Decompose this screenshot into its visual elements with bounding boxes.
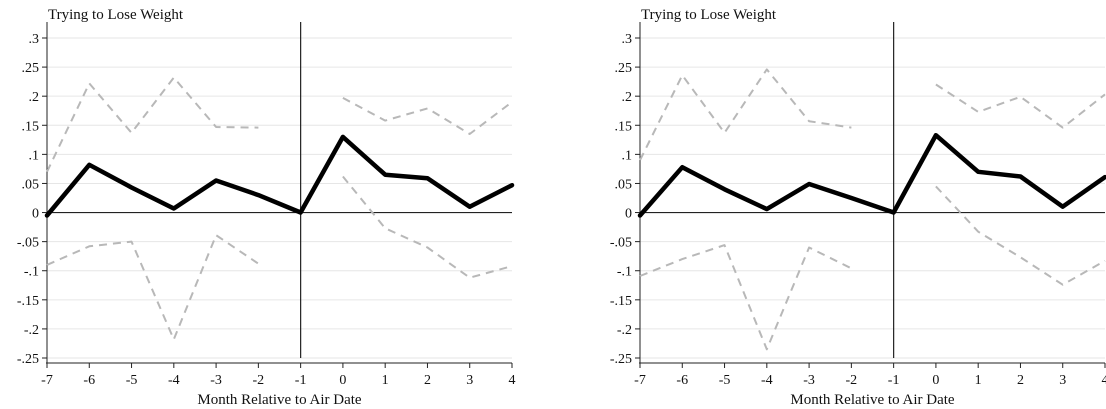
chart-panel-2: .3 .25 .2 .15 .1 .05 0 -.05 -.1 -.15 -.2 -.25-7 -6 -5… bbox=[610, 7, 1106, 408]
y-tick-label: -.05 bbox=[17, 236, 39, 251]
y-tick-label: 0 bbox=[625, 207, 632, 222]
x-tick-label: -2 bbox=[846, 373, 858, 388]
y-tick-label: .15 bbox=[615, 119, 633, 134]
x-tick-label: -7 bbox=[41, 373, 53, 388]
y-tick-label: .15 bbox=[22, 119, 40, 134]
x-tick-label: 3 bbox=[1059, 373, 1066, 388]
upper-ci-line bbox=[46, 76, 259, 173]
lower-ci-line bbox=[935, 185, 1106, 286]
x-tick-label: -5 bbox=[719, 373, 731, 388]
y-tick-label: -.15 bbox=[610, 294, 632, 309]
x-tick-label: -6 bbox=[676, 373, 688, 388]
x-axis-label: Month Relative to Air Date bbox=[197, 392, 361, 408]
y-tick-label: .25 bbox=[615, 61, 633, 76]
upper-ci-line bbox=[639, 68, 852, 161]
y-tick-label: -.1 bbox=[617, 265, 632, 280]
y-tick-label: -.2 bbox=[617, 323, 632, 338]
y-tick-label: 0 bbox=[32, 207, 39, 222]
x-tick-label: 4 bbox=[1102, 373, 1106, 388]
x-tick-label: -7 bbox=[634, 373, 646, 388]
y-tick-label: -.05 bbox=[610, 236, 632, 251]
y-tick-label: -.25 bbox=[17, 352, 39, 367]
x-tick-label: -4 bbox=[168, 373, 180, 388]
y-tick-label: .2 bbox=[29, 90, 40, 105]
y-tick-label: -.25 bbox=[610, 352, 632, 367]
x-tick-label: -5 bbox=[126, 373, 138, 388]
y-tick-label: .05 bbox=[615, 177, 633, 192]
estimate-line bbox=[44, 134, 515, 218]
y-tick-label: .3 bbox=[29, 32, 40, 47]
x-tick-label: 1 bbox=[975, 373, 982, 388]
y-tick-label: .25 bbox=[22, 61, 40, 76]
x-tick-label: -3 bbox=[210, 373, 222, 388]
upper-ci-line bbox=[935, 83, 1106, 129]
chart-panel-1: .3 .25 .2 .15 .1 .05 0 -.05 -.1 -.15 -.2 -.25-7 -6 -5… bbox=[17, 7, 516, 408]
lower-ci-line bbox=[342, 175, 513, 279]
x-tick-label: -1 bbox=[295, 373, 307, 388]
x-tick-label: -4 bbox=[761, 373, 773, 388]
lower-ci-line bbox=[639, 244, 852, 351]
x-tick-label: -2 bbox=[253, 373, 265, 388]
chart-title: Trying to Lose Weight bbox=[641, 7, 777, 23]
chart-title: Trying to Lose Weight bbox=[48, 7, 184, 23]
y-tick-label: .1 bbox=[29, 148, 40, 163]
lower-ci-line bbox=[46, 234, 259, 341]
x-tick-label: -3 bbox=[803, 373, 815, 388]
upper-ci-line bbox=[342, 97, 513, 135]
y-tick-label: -.2 bbox=[24, 323, 39, 338]
y-tick-label: -.1 bbox=[24, 265, 39, 280]
x-tick-label: 0 bbox=[932, 373, 939, 388]
x-tick-label: 0 bbox=[339, 373, 346, 388]
x-axis-label: Month Relative to Air Date bbox=[790, 392, 954, 408]
x-tick-label: 4 bbox=[509, 373, 516, 388]
x-tick-label: -1 bbox=[888, 373, 900, 388]
x-tick-label: 2 bbox=[424, 373, 431, 388]
x-tick-label: -6 bbox=[83, 373, 95, 388]
y-tick-label: .3 bbox=[622, 32, 633, 47]
x-tick-label: 1 bbox=[382, 373, 389, 388]
y-tick-label: .1 bbox=[622, 148, 633, 163]
estimate-line bbox=[637, 132, 1106, 218]
x-tick-label: 2 bbox=[1017, 373, 1024, 388]
y-tick-label: -.15 bbox=[17, 294, 39, 309]
y-tick-label: .05 bbox=[22, 177, 40, 192]
x-tick-label: 3 bbox=[466, 373, 473, 388]
y-tick-label: .2 bbox=[622, 90, 633, 105]
